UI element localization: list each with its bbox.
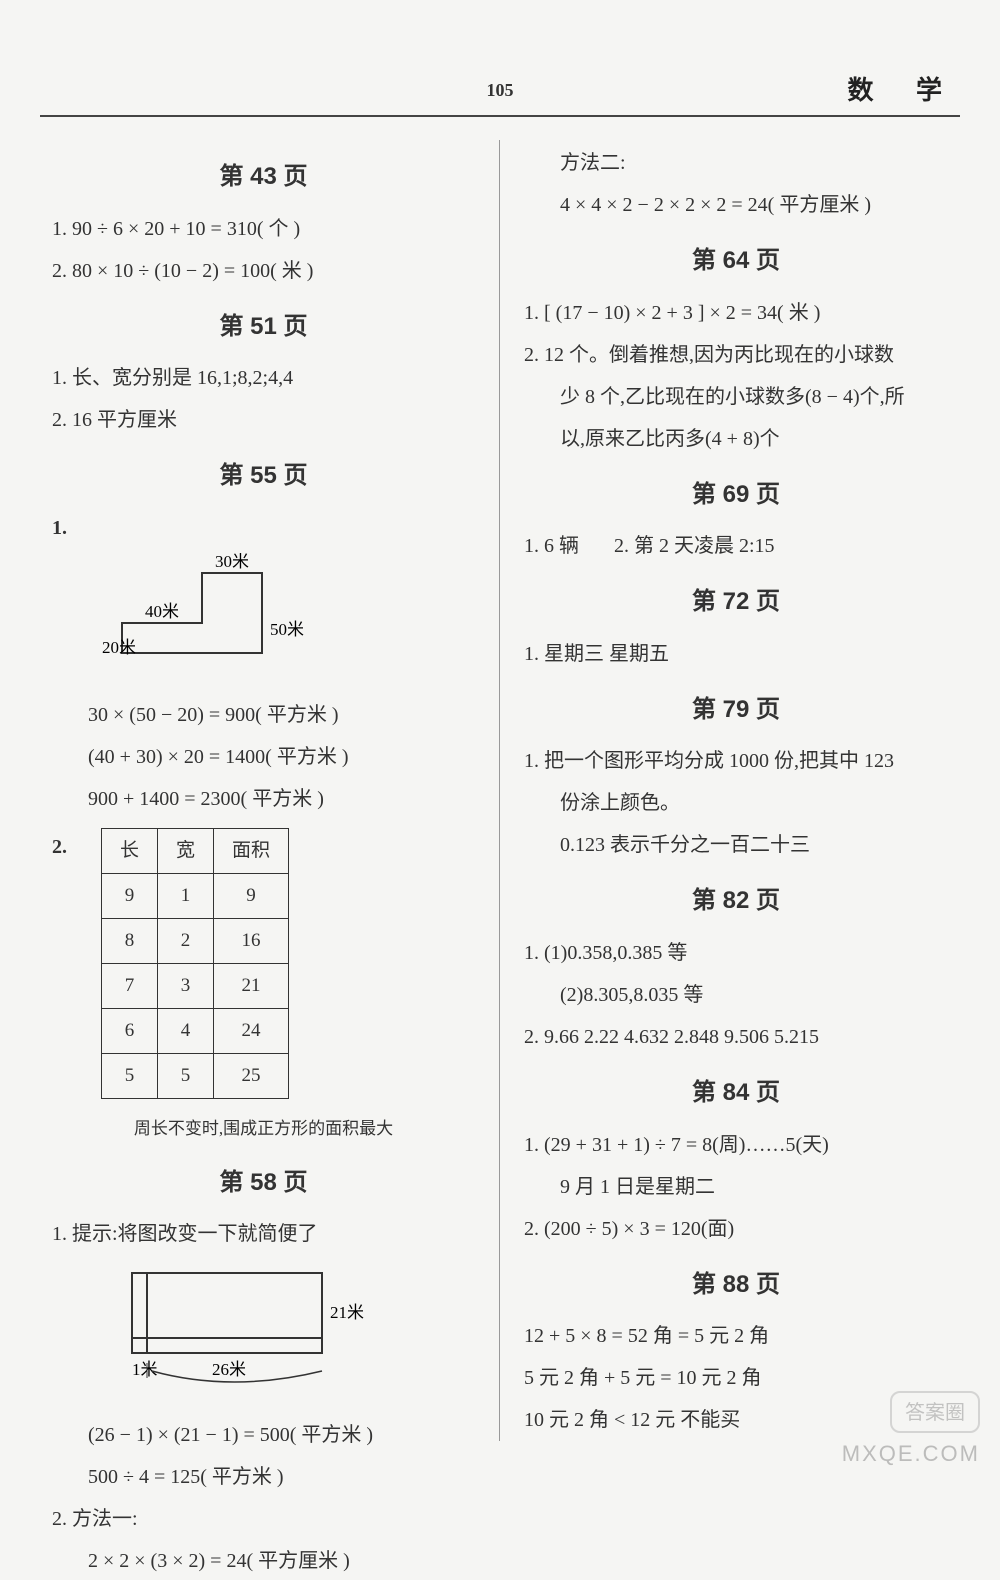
section-p64: 第 64 页 [524, 238, 948, 284]
page-number: 105 [487, 80, 514, 101]
d55-mid: 40米 [145, 602, 179, 621]
p55-diagram: 30米 40米 20米 50米 [92, 553, 475, 686]
p64-line2c: 以,原来乙比丙多(4 + 8)个 [524, 420, 948, 458]
p84-line2: 2. (200 ÷ 5) × 3 = 120(面) [524, 1210, 948, 1248]
p58-diagram: 21米 1米 26米 [112, 1263, 475, 1406]
p64-line1: 1. [ (17 − 10) × 2 + 3 ] × 2 = 34( 米 ) [524, 294, 948, 332]
p55-q1-label: 1. [52, 509, 475, 547]
p88-line3: 10 元 2 角 < 12 元 不能买 [524, 1401, 948, 1439]
p58c-line1: 方法二: [524, 144, 948, 182]
table-header-row: 长 宽 面积 [102, 828, 289, 873]
p84-line1b: 9 月 1 日是星期二 [524, 1168, 948, 1206]
p58-line3: 500 ÷ 4 = 125( 平方米 ) [52, 1458, 475, 1496]
watermark-url: MXQE.COM [842, 1441, 980, 1467]
lshape-svg: 30米 40米 20米 50米 [92, 553, 312, 673]
section-p43: 第 43 页 [52, 154, 475, 200]
section-p69: 第 69 页 [524, 472, 948, 518]
d55-shape [122, 573, 262, 653]
p55-line2: (40 + 30) × 20 = 1400( 平方米 ) [52, 738, 475, 776]
d58-bottom: 26米 [212, 1360, 246, 1379]
p69-1b: 2. 第 2 天凌晨 2:15 [614, 535, 775, 557]
p82-line1b: (2)8.305,8.035 等 [524, 976, 948, 1014]
section-p55: 第 55 页 [52, 453, 475, 499]
table-row: 7321 [102, 964, 289, 1009]
d58-outer [132, 1273, 322, 1353]
p58-line5: 2 × 2 × (3 × 2) = 24( 平方厘米 ) [52, 1542, 475, 1580]
d55-right: 50米 [270, 620, 304, 639]
table-row: 6424 [102, 1009, 289, 1054]
d55-top: 30米 [215, 553, 249, 571]
p58-line2: (26 − 1) × (21 − 1) = 500( 平方米 ) [52, 1416, 475, 1454]
p79-line1: 1. 把一个图形平均分成 1000 份,把其中 123 [524, 742, 948, 780]
p55-q2-label: 2. 长 宽 面积 919 8216 7321 6424 5525 [52, 822, 475, 1106]
p84-line1: 1. (29 + 31 + 1) ÷ 7 = 8(周)……5(天) [524, 1126, 948, 1164]
section-p51: 第 51 页 [52, 304, 475, 350]
left-column: 第 43 页 1. 90 ÷ 6 × 20 + 10 = 310( 个 ) 2.… [40, 140, 500, 1441]
content-columns: 第 43 页 1. 90 ÷ 6 × 20 + 10 = 310( 个 ) 2.… [40, 140, 960, 1441]
p82-line1: 1. (1)0.358,0.385 等 [524, 934, 948, 972]
table-row: 919 [102, 873, 289, 918]
section-p84: 第 84 页 [524, 1070, 948, 1116]
table-row: 5525 [102, 1054, 289, 1099]
section-p72: 第 72 页 [524, 579, 948, 625]
d58-bl: 1米 [132, 1360, 158, 1379]
p58-line1: 1. 提示:将图改变一下就简便了 [52, 1215, 475, 1253]
p69-1a: 1. 6 辆 [524, 535, 579, 557]
p55-table: 长 宽 面积 919 8216 7321 6424 5525 [101, 828, 289, 1100]
p43-line1: 1. 90 ÷ 6 × 20 + 10 = 310( 个 ) [52, 210, 475, 248]
th-length: 长 [102, 828, 158, 873]
header-rule [40, 115, 960, 117]
p69-line1: 1. 6 辆 2. 第 2 天凌晨 2:15 [524, 527, 948, 565]
watermark-badge: 答案圈 [890, 1391, 980, 1433]
p58-line4: 2. 方法一: [52, 1500, 475, 1538]
section-p58: 第 58 页 [52, 1160, 475, 1206]
p64-line2b: 少 8 个,乙比现在的小球数多(8 − 4)个,所 [524, 378, 948, 416]
p82-line2: 2. 9.66 2.22 4.632 2.848 9.506 5.215 [524, 1018, 948, 1056]
d55-left: 20米 [102, 638, 136, 657]
th-area: 面积 [214, 828, 289, 873]
p79-line1b: 份涂上颜色。 [524, 784, 948, 822]
d58-right: 21米 [330, 1303, 364, 1322]
p88-line2: 5 元 2 角 + 5 元 = 10 元 2 角 [524, 1359, 948, 1397]
p64-line2: 2. 12 个。倒着推想,因为丙比现在的小球数 [524, 336, 948, 374]
rect-svg: 21米 1米 26米 [112, 1263, 372, 1393]
p51-line1: 1. 长、宽分别是 16,1;8,2;4,4 [52, 359, 475, 397]
p55-note: 周长不变时,围成正方形的面积最大 [52, 1113, 475, 1145]
p43-line2: 2. 80 × 10 ÷ (10 − 2) = 100( 米 ) [52, 252, 475, 290]
p79-line2: 0.123 表示千分之一百二十三 [524, 826, 948, 864]
table-row: 8216 [102, 918, 289, 963]
p58c-line2: 4 × 4 × 2 − 2 × 2 × 2 = 24( 平方厘米 ) [524, 186, 948, 224]
p88-line1: 12 + 5 × 8 = 52 角 = 5 元 2 角 [524, 1317, 948, 1355]
p55-line1: 30 × (50 − 20) = 900( 平方米 ) [52, 696, 475, 734]
subject-label: 数 学 [847, 70, 960, 107]
section-p88: 第 88 页 [524, 1262, 948, 1308]
p55-line3: 900 + 1400 = 2300( 平方米 ) [52, 780, 475, 818]
section-p82: 第 82 页 [524, 878, 948, 924]
p51-line2: 2. 16 平方厘米 [52, 401, 475, 439]
p72-line1: 1. 星期三 星期五 [524, 635, 948, 673]
right-column: 方法二: 4 × 4 × 2 − 2 × 2 × 2 = 24( 平方厘米 ) … [500, 140, 960, 1441]
th-width: 宽 [158, 828, 214, 873]
section-p79: 第 79 页 [524, 687, 948, 733]
